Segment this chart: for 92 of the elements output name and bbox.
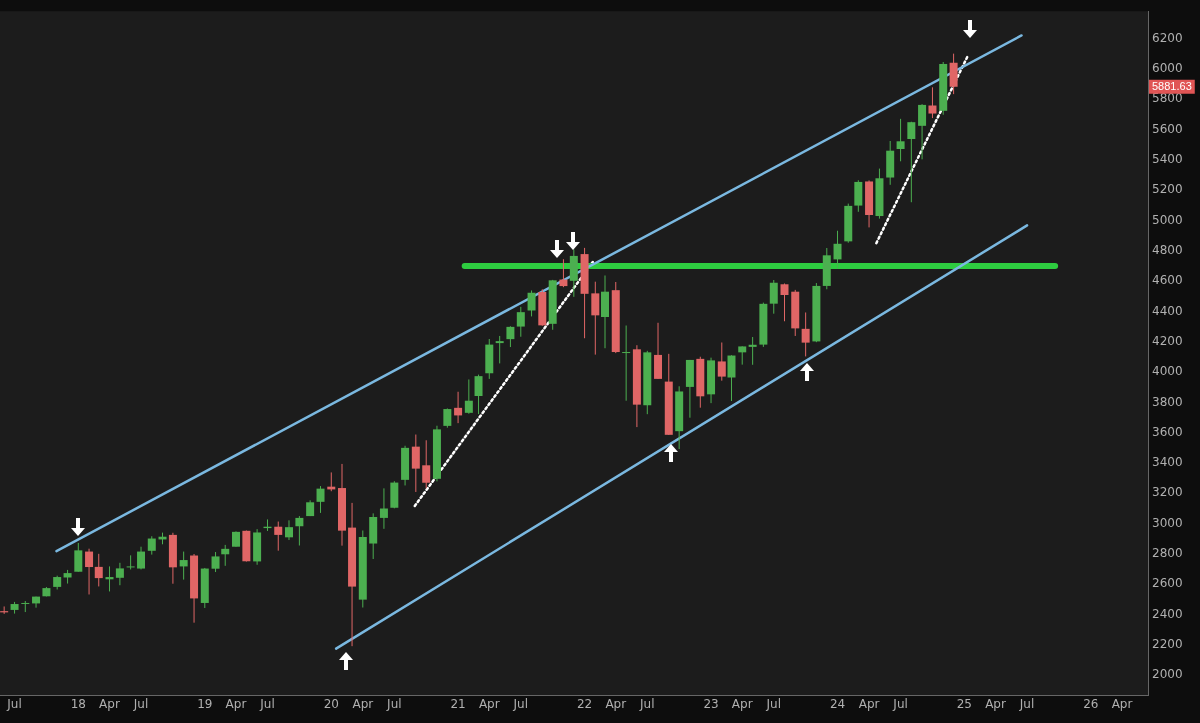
x-tick-label: Jul: [132, 697, 149, 712]
y-tick-label: 6000: [1152, 60, 1183, 75]
candlestick: [94, 553, 103, 587]
x-tick-label: Jul: [512, 697, 529, 712]
x-tick-label: Apr: [1111, 697, 1133, 712]
candlestick: [907, 121, 916, 203]
x-tick-label: 24: [829, 697, 846, 712]
candlestick: [85, 548, 94, 595]
x-tick-label: Jul: [1018, 697, 1035, 712]
x-tick-label: Apr: [605, 697, 627, 712]
candlestick: [738, 345, 747, 366]
x-tick-label: Apr: [352, 697, 374, 712]
x-tick-label: Apr: [731, 697, 753, 712]
candlestick: [854, 179, 863, 213]
candlestick: [896, 118, 905, 162]
candlestick: [527, 289, 536, 317]
candlestick: [769, 279, 778, 315]
x-tick-label: Apr: [985, 697, 1006, 712]
candlestick: [379, 487, 388, 530]
candlestick: [274, 521, 283, 552]
y-tick-label: 4200: [1152, 333, 1183, 348]
candlestick: [422, 439, 431, 489]
y-tick-label: 5000: [1152, 212, 1183, 227]
y-tick-label: 2600: [1152, 576, 1183, 591]
x-tick-label: 23: [703, 697, 719, 712]
y-tick-label: 5800: [1152, 91, 1183, 106]
candlestick: [464, 378, 473, 415]
candlestick: [295, 515, 304, 546]
candlestick: [126, 554, 135, 570]
y-tick-label: 3000: [1152, 515, 1183, 530]
candlestick: [147, 535, 156, 556]
y-tick-label: 4800: [1152, 242, 1183, 257]
candlestick: [221, 544, 230, 567]
candlestick: [411, 434, 420, 493]
candlestick: [495, 335, 504, 364]
y-tick-label: 3400: [1152, 455, 1183, 470]
text: 5881.63: [1152, 79, 1192, 92]
x-tick-label: 18: [70, 697, 86, 712]
candlestick: [284, 519, 293, 541]
candlestick: [474, 374, 483, 415]
x-tick-label: Jul: [639, 697, 655, 712]
candlestick: [179, 551, 188, 581]
candlestick: [780, 283, 789, 322]
x-tick-label: Jul: [765, 697, 782, 712]
y-tick-label: 2000: [1152, 667, 1183, 682]
candlestick: [559, 258, 568, 288]
candlestick: [918, 103, 927, 160]
candlestick: [622, 325, 631, 402]
y-tick-label: 4000: [1152, 364, 1183, 379]
y-tick-label: 4600: [1152, 273, 1183, 288]
candlestick: [748, 336, 757, 366]
candlestick: [74, 542, 83, 573]
x-tick-label: Jul: [892, 697, 908, 712]
x-tick-label: Apr: [225, 697, 247, 712]
x-tick-label: 19: [197, 697, 213, 712]
y-tick-label: 6200: [1152, 30, 1183, 45]
y-tick-label: 3600: [1152, 424, 1183, 439]
x-tick-label: 20: [323, 697, 339, 712]
candlestick: [21, 600, 30, 613]
candlestick: [928, 86, 937, 119]
candlestick: [506, 325, 515, 348]
candlestick: [717, 341, 726, 382]
y-tick-label: 3800: [1152, 394, 1183, 409]
x-tick-label: 21: [450, 697, 466, 712]
y-tick-label: 2400: [1152, 606, 1183, 621]
x-tick-label: 25: [956, 697, 972, 712]
x-tick-label: 26: [1083, 697, 1099, 712]
candlestick: [516, 306, 525, 338]
x-tick-label: Apr: [858, 697, 880, 712]
y-tick-label: 3200: [1152, 485, 1183, 500]
y-tick-label: 5400: [1152, 151, 1183, 166]
y-tick-label: 5600: [1152, 121, 1183, 136]
candlestick: [454, 391, 463, 424]
candlestick: [443, 407, 452, 429]
x-tick-label: Jul: [386, 697, 402, 712]
candlestick: [591, 281, 600, 356]
candlestick: [833, 230, 842, 270]
x-tick-label: 22: [576, 697, 593, 712]
y-tick-label: 2800: [1152, 546, 1183, 561]
candlestick: [727, 354, 736, 402]
candlestick: [211, 551, 220, 573]
y-tick-label: 2200: [1152, 637, 1183, 652]
y-tick-label: 4400: [1152, 303, 1183, 318]
x-tick-label: Apr: [99, 697, 120, 712]
candlestick: [316, 485, 325, 514]
candlestick: [801, 311, 810, 357]
candlestick: [654, 322, 663, 380]
y-tick-label: 5200: [1152, 182, 1183, 197]
candlestick: [115, 562, 124, 586]
x-tick-label: Apr: [478, 697, 500, 712]
x-tick-label: Jul: [6, 697, 22, 712]
x-tick-label: Jul: [259, 697, 275, 712]
